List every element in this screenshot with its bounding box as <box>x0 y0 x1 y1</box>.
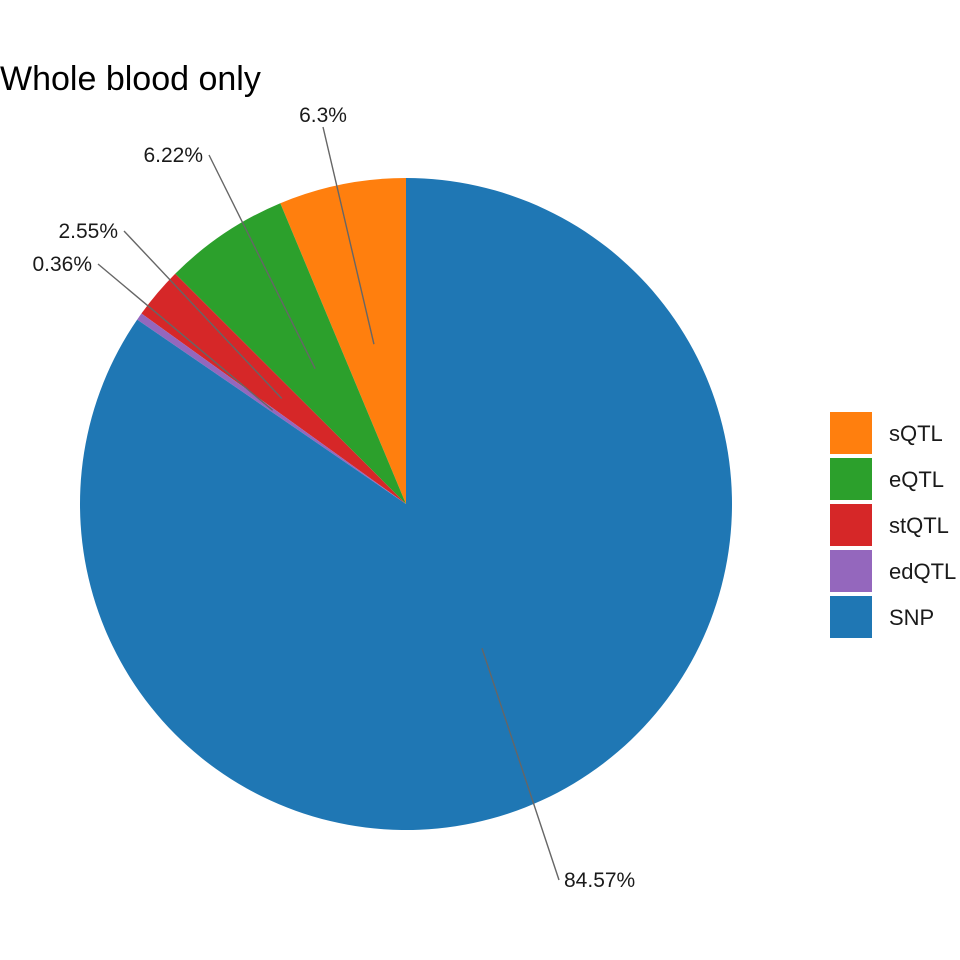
legend-label-eqtl: eQTL <box>889 467 944 492</box>
leader-line-stqtl <box>123 230 283 399</box>
leader-line-sqtl <box>322 126 375 345</box>
legend-swatch-eqtl <box>830 458 872 500</box>
pie-slice-snp <box>80 178 733 830</box>
pie-slice-eqtl <box>175 203 406 504</box>
percent-label-stqtl: 2.55% <box>58 220 118 243</box>
pie-slice-stqtl <box>141 273 406 504</box>
legend-label-stqtl: stQTL <box>889 513 949 538</box>
chart-title: Whole blood only <box>0 60 261 98</box>
legend-label-sqtl: sQTL <box>889 421 943 446</box>
leader-line-edqtl <box>97 263 274 411</box>
legend-swatch-snp <box>830 596 872 638</box>
legend-label-edqtl: edQTL <box>889 559 956 584</box>
label-leader-lines <box>97 126 560 881</box>
percent-label-sqtl: 6.3% <box>299 104 347 127</box>
percent-labels: 6.3% 6.22% 2.55% 0.36% 84.57% <box>32 104 635 892</box>
pie-slice-sqtl <box>280 178 406 504</box>
leader-line-snp <box>481 648 560 881</box>
legend-swatch-stqtl <box>830 504 872 546</box>
pie-slices <box>80 178 733 830</box>
legend-swatch-sqtl <box>830 412 872 454</box>
leader-line-eqtl <box>208 154 316 369</box>
legend-swatch-edqtl <box>830 550 872 592</box>
legend-label-snp: SNP <box>889 605 934 630</box>
percent-label-edqtl: 0.36% <box>32 253 92 276</box>
percent-label-eqtl: 6.22% <box>143 144 203 167</box>
percent-label-snp: 84.57% <box>564 869 635 892</box>
legend: sQTL eQTL stQTL edQTL SNP <box>830 412 956 638</box>
